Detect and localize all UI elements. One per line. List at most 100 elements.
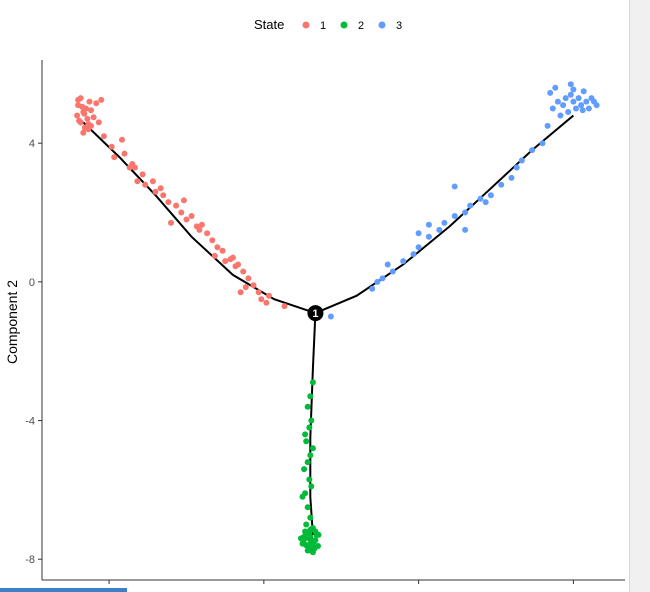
point-state-1: [74, 112, 81, 119]
point-state-2: [304, 403, 311, 410]
branch-point-marker: [307, 305, 324, 322]
point-state-1: [142, 181, 149, 188]
point-state-1: [86, 98, 93, 105]
point-state-3: [410, 251, 417, 258]
point-state-3: [451, 183, 458, 190]
point-state-2: [307, 452, 314, 459]
point-state-1: [242, 284, 249, 291]
point-state-2: [308, 417, 315, 424]
point-state-3: [593, 102, 600, 109]
point-state-2: [299, 493, 306, 500]
point-state-1: [98, 96, 105, 103]
taskbar-strip: [0, 588, 127, 592]
point-state-1: [214, 244, 221, 251]
branch-point-label: 1: [312, 308, 318, 320]
point-state-2: [298, 535, 304, 542]
point-state-1: [266, 292, 272, 299]
point-state-2: [301, 466, 308, 473]
point-state-3: [369, 285, 376, 292]
point-state-3: [573, 105, 579, 112]
point-state-2: [309, 379, 316, 386]
point-state-1: [157, 185, 164, 192]
point-state-1: [209, 237, 216, 244]
point-state-1: [211, 252, 218, 259]
point-state-1: [152, 188, 159, 195]
point-state-2: [303, 530, 310, 537]
point-state-3: [547, 89, 554, 96]
legend-key-3: [378, 21, 386, 29]
point-state-1: [219, 247, 226, 254]
point-state-1: [168, 219, 174, 226]
point-state-3: [554, 98, 561, 105]
point-state-3: [477, 195, 484, 202]
legend-label-2: 2: [358, 20, 364, 32]
point-state-3: [567, 91, 574, 98]
point-state-1: [188, 213, 195, 219]
point-state-1: [131, 164, 138, 171]
point-state-3: [575, 95, 582, 102]
point-state-3: [451, 213, 458, 219]
point-state-3: [379, 275, 386, 282]
point-state-2: [303, 521, 310, 528]
point-state-3: [462, 226, 469, 233]
point-state-3: [560, 102, 567, 109]
point-state-3: [384, 261, 391, 268]
point-state-1: [111, 154, 118, 161]
branch-point: 1: [307, 305, 324, 322]
point-state-3: [579, 107, 586, 114]
point-state-1: [84, 115, 91, 122]
point-state-1: [93, 100, 100, 107]
point-state-1: [198, 221, 205, 228]
point-state-3: [565, 109, 572, 115]
point-state-1: [88, 107, 94, 114]
point-state-1: [149, 178, 156, 185]
point-state-2: [304, 459, 311, 466]
point-state-1: [80, 129, 87, 136]
point-state-1: [255, 289, 262, 296]
point-state-3: [580, 88, 587, 95]
point-state-2: [305, 547, 312, 554]
y-tick-label: -8: [25, 554, 35, 566]
point-state-1: [232, 263, 239, 270]
legend-title: State: [254, 17, 284, 32]
y-tick-label: 4: [29, 138, 35, 150]
point-state-1: [222, 258, 229, 265]
point-state-3: [562, 95, 569, 102]
point-state-3: [570, 86, 577, 93]
point-state-3: [482, 199, 489, 206]
point-state-2: [302, 431, 309, 438]
point-state-2: [312, 537, 319, 544]
point-state-1: [183, 216, 190, 223]
point-state-3: [436, 226, 443, 233]
point-state-3: [567, 81, 574, 88]
point-state-3: [552, 84, 559, 91]
point-state-3: [570, 98, 577, 105]
point-state-3: [508, 174, 515, 181]
point-state-3: [557, 112, 564, 119]
point-state-3: [585, 105, 592, 112]
y-tick-label: -4: [25, 416, 35, 428]
legend-label-1: 1: [320, 20, 326, 32]
point-state-1: [76, 117, 83, 124]
point-state-1: [160, 192, 167, 199]
point-state-3: [578, 102, 585, 109]
data-points: [74, 81, 600, 556]
point-state-2: [308, 483, 315, 490]
point-state-1: [245, 275, 252, 282]
point-state-3: [425, 221, 432, 228]
point-state-3: [583, 98, 590, 105]
point-state-1: [108, 143, 115, 150]
point-state-1: [134, 178, 141, 185]
y-axis-label: Component 2: [4, 280, 20, 364]
point-state-1: [81, 110, 88, 117]
point-state-1: [121, 150, 128, 157]
point-state-1: [263, 299, 270, 306]
point-state-1: [173, 202, 180, 209]
point-state-1: [204, 230, 211, 237]
point-state-2: [307, 393, 314, 400]
trajectory-branch-1: [82, 121, 316, 315]
point-state-3: [544, 122, 551, 129]
legend: State 1 2 3: [254, 17, 402, 32]
point-state-1: [196, 226, 203, 233]
